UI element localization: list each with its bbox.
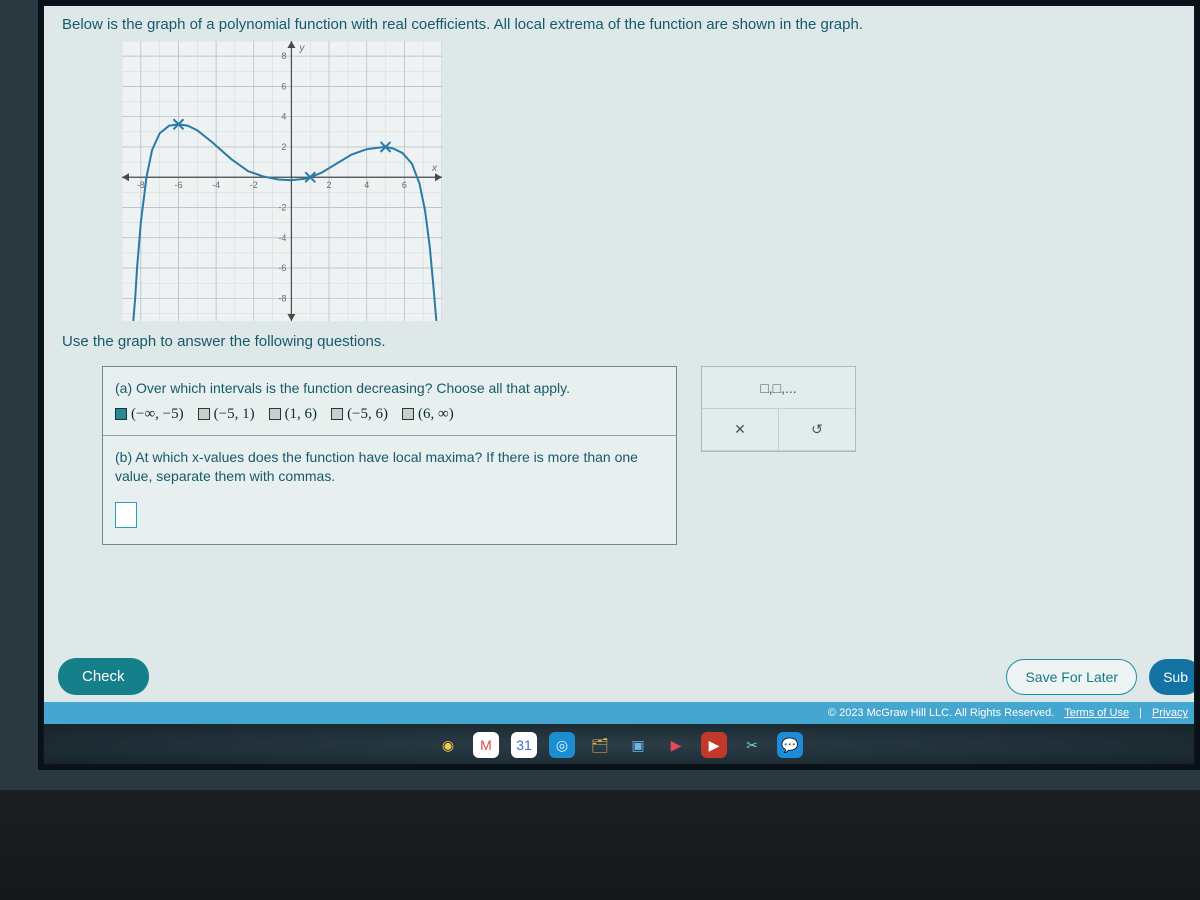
palette-clear-button[interactable]: ✕ [702,409,779,451]
option-2[interactable]: (1, 6) [269,406,318,423]
svg-text:-8: -8 [278,293,286,303]
svg-text:-2: -2 [278,202,286,212]
svg-text:y: y [298,43,305,54]
svg-text:4: 4 [281,112,286,122]
option-1[interactable]: (−5, 1) [198,406,255,423]
question-a-text: (a) Over which intervals is the function… [115,379,664,398]
svg-text:8: 8 [281,51,286,61]
palette-reset-button[interactable]: ↺ [779,409,855,451]
svg-text:2: 2 [281,142,286,152]
svg-text:-4: -4 [212,180,220,190]
option-0[interactable]: (−∞, −5) [115,406,184,423]
gmail-icon[interactable]: M [473,732,499,758]
svg-text:2: 2 [327,180,332,190]
play-icon[interactable]: ▶ [663,732,689,758]
copyright-text: © 2023 McGraw Hill LLC. All Rights Reser… [828,707,1054,719]
save-for-later-button[interactable]: Save For Later [1006,659,1137,695]
svg-text:4: 4 [364,180,369,190]
svg-text:-6: -6 [174,180,182,190]
palette-list-button[interactable]: □,□,... [702,367,855,409]
problem-prompt: Below is the graph of a polynomial funct… [62,16,1176,33]
calendar-icon[interactable]: 31 [511,732,537,758]
svg-text:6: 6 [402,180,407,190]
svg-text:-6: -6 [278,263,286,273]
svg-text:x: x [431,163,438,174]
question-b-text: (b) At which x-values does the function … [115,448,664,486]
terms-link[interactable]: Terms of Use [1064,707,1129,719]
answer-palette: □,□,... ✕ ↺ [701,366,856,452]
check-button[interactable]: Check [58,658,149,695]
question-b-input[interactable] [115,502,137,528]
option-4[interactable]: (6, ∞) [402,406,454,423]
submit-button[interactable]: Sub [1149,659,1194,695]
files-icon[interactable]: 🗂 [587,732,613,758]
camera-icon[interactable]: ▣ [625,732,651,758]
chat-icon[interactable]: 💬 [777,732,803,758]
snip-icon[interactable]: ✂ [739,732,765,758]
instruction-text: Use the graph to answer the following qu… [62,333,1176,350]
option-3[interactable]: (−5, 6) [331,406,388,423]
taskbar: ◉ M 31 ◎ 🗂 ▣ ▶ ▶ ✂ 💬 [44,724,1194,764]
chrome-icon[interactable]: ◉ [435,732,461,758]
footer-bar: © 2023 McGraw Hill LLC. All Rights Reser… [44,702,1194,724]
svg-text:-8: -8 [137,180,145,190]
svg-text:-4: -4 [278,233,286,243]
svg-text:6: 6 [281,81,286,91]
youtube-icon[interactable]: ▶ [701,732,727,758]
question-a-options: (−∞, −5) (−5, 1) (1, 6) (−5, 6) (6, ∞) [115,406,664,423]
polynomial-graph: -8 -6 -4 -2 2 4 6 -8 -6 -4 -2 2 4 6 8 y x [122,41,442,321]
question-box: (a) Over which intervals is the function… [102,366,677,545]
edge-icon[interactable]: ◎ [549,732,575,758]
svg-text:-2: -2 [250,180,258,190]
privacy-link[interactable]: Privacy [1152,707,1188,719]
